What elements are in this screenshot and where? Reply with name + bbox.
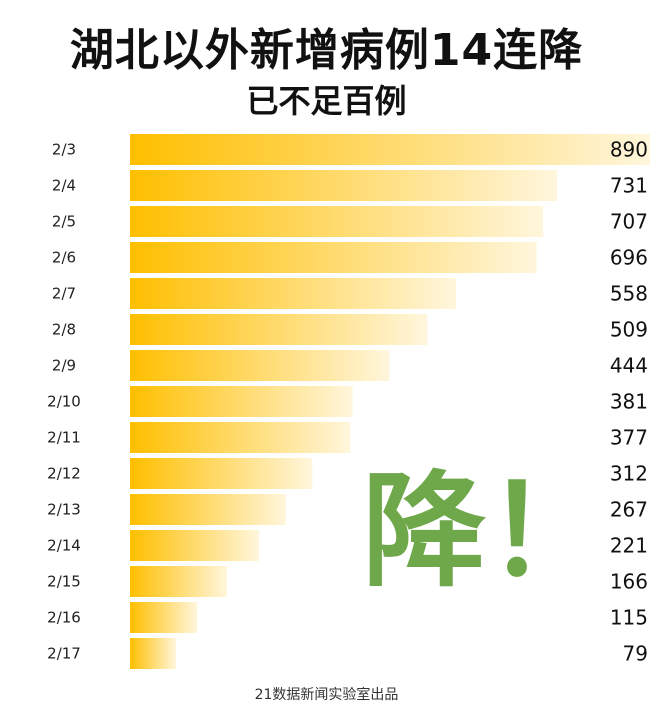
chart-title: 湖北以外新增病例14连降: [69, 25, 584, 76]
value-label: 267: [610, 498, 648, 522]
bar: [130, 386, 353, 417]
value-label: 731: [610, 174, 648, 198]
category-label: 2/4: [52, 177, 76, 195]
bar: [130, 422, 351, 453]
bar: [130, 170, 558, 201]
bar: [130, 566, 227, 597]
bar: [130, 242, 537, 273]
category-label: 2/11: [47, 429, 81, 447]
chart-subtitle: 已不足百例: [246, 82, 407, 120]
value-label: 444: [610, 354, 648, 378]
bar: [130, 134, 650, 165]
category-label: 2/7: [52, 285, 76, 303]
bar: [130, 458, 313, 489]
bar: [130, 350, 390, 381]
value-label: 221: [610, 534, 648, 558]
value-label: 312: [610, 462, 648, 486]
value-label: 707: [610, 210, 648, 234]
value-label: 381: [610, 390, 648, 414]
category-label: 2/9: [52, 357, 76, 375]
value-label: 890: [610, 138, 648, 162]
decline-annotation: 降！: [362, 460, 611, 604]
category-label: 2/16: [47, 609, 81, 627]
bar: [130, 278, 457, 309]
category-label: 2/14: [47, 537, 81, 555]
value-label: 166: [610, 570, 648, 594]
value-label: 115: [610, 606, 648, 630]
source-credit: 21数据新闻实验室出品: [254, 687, 399, 703]
category-label: 2/17: [47, 645, 81, 663]
bar: [130, 530, 260, 561]
value-label: 377: [610, 426, 648, 450]
bar: [130, 206, 544, 237]
category-label: 2/6: [52, 249, 76, 267]
bar: [130, 638, 177, 669]
category-label: 2/15: [47, 573, 81, 591]
value-label: 558: [610, 282, 648, 306]
value-label: 79: [623, 642, 648, 666]
bar: [130, 494, 286, 525]
category-label: 2/5: [52, 213, 76, 231]
bar: [130, 602, 198, 633]
category-label: 2/3: [52, 141, 76, 159]
category-label: 2/8: [52, 321, 76, 339]
value-label: 696: [610, 246, 648, 270]
category-label: 2/12: [47, 465, 81, 483]
category-label: 2/10: [47, 393, 81, 411]
bar: [130, 314, 428, 345]
value-label: 509: [610, 318, 648, 342]
category-label: 2/13: [47, 501, 81, 519]
